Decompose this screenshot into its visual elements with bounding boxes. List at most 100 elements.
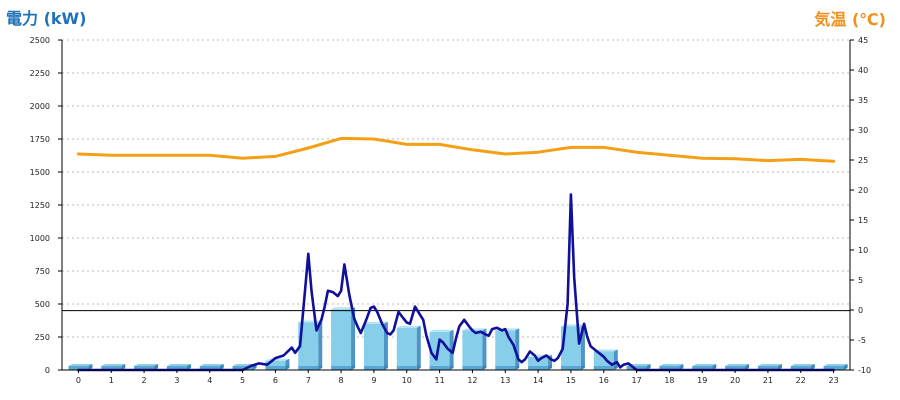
bar-base xyxy=(199,366,220,370)
power-bar-top xyxy=(396,325,421,328)
bar-base xyxy=(396,366,417,370)
power-line xyxy=(77,193,835,372)
right-tick-label: 0 xyxy=(858,306,863,315)
x-tick-label: 19 xyxy=(697,376,707,385)
bar-base xyxy=(166,366,187,370)
bar-base-side xyxy=(712,364,717,370)
bar-base-top xyxy=(101,364,126,366)
x-tick-label: 1 xyxy=(109,376,114,385)
bar-base-side xyxy=(154,364,159,370)
bar-base xyxy=(495,366,516,370)
bar-base xyxy=(232,366,253,370)
x-tick-label: 15 xyxy=(566,376,576,385)
right-tick-label: 10 xyxy=(858,246,868,255)
bar-base xyxy=(331,366,352,370)
left-tick-label: 2000 xyxy=(30,102,50,111)
bar-base xyxy=(659,366,680,370)
x-tick-label: 2 xyxy=(142,376,147,385)
left-tick-label: 250 xyxy=(35,333,50,342)
x-tick-label: 5 xyxy=(240,376,245,385)
x-tick-label: 7 xyxy=(306,376,311,385)
power-bar-top xyxy=(265,358,290,361)
bar-base xyxy=(101,366,122,370)
x-tick-label: 14 xyxy=(533,376,543,385)
power-bar-side xyxy=(351,307,356,366)
left-tick-label: 1750 xyxy=(30,135,50,144)
right-tick-label: 30 xyxy=(858,126,868,135)
power-bar-top xyxy=(331,307,356,310)
right-tick-label: 5 xyxy=(858,276,863,285)
power-bar-side xyxy=(449,329,454,366)
bar-base-top xyxy=(659,364,684,366)
bar-base-top xyxy=(692,364,717,366)
left-tick-label: 1000 xyxy=(30,234,50,243)
bar-base xyxy=(790,366,811,370)
left-tick-label: 1500 xyxy=(30,168,50,177)
x-tick-label: 13 xyxy=(500,376,510,385)
x-tick-label: 10 xyxy=(402,376,412,385)
power-bar-top xyxy=(593,349,618,352)
bar-base-top xyxy=(725,364,750,366)
x-tick-label: 8 xyxy=(339,376,344,385)
right-tick-label: -5 xyxy=(858,336,866,345)
bar-base xyxy=(298,366,319,370)
bar-base-side xyxy=(88,364,93,370)
bar-layer xyxy=(68,307,848,370)
bar-base xyxy=(725,366,746,370)
bar-base-top xyxy=(68,364,93,366)
bar-base xyxy=(429,366,450,370)
power-bar-side xyxy=(318,320,323,366)
bar-base xyxy=(68,366,89,370)
right-tick-label: 25 xyxy=(858,156,868,165)
x-tick-label: 12 xyxy=(467,376,477,385)
temperature-line xyxy=(76,136,836,163)
left-tick-label: 2500 xyxy=(30,36,50,45)
x-tick-label: 16 xyxy=(599,376,609,385)
power-bar xyxy=(298,322,319,366)
bar-base xyxy=(528,366,549,370)
bar-base-top xyxy=(790,364,815,366)
left-tick-label: 1250 xyxy=(30,201,50,210)
bar-base-side xyxy=(810,364,815,370)
left-tick-label: 500 xyxy=(35,300,50,309)
x-tick-label: 6 xyxy=(273,376,278,385)
power-bar xyxy=(265,360,286,366)
bar-base xyxy=(692,366,713,370)
right-tick-label: 40 xyxy=(858,66,868,75)
x-tick-label: 18 xyxy=(664,376,674,385)
right-axis-title: 気温 (℃) xyxy=(814,10,886,29)
bar-base xyxy=(462,366,483,370)
bar-base-side xyxy=(186,364,191,370)
right-tick-label: -10 xyxy=(858,366,871,375)
left-tick-label: 0 xyxy=(45,366,50,375)
right-tick-label: 35 xyxy=(858,96,868,105)
bar-base-side xyxy=(777,364,782,370)
x-tick-label: 3 xyxy=(174,376,179,385)
bar-base-top xyxy=(757,364,782,366)
power-bar-top xyxy=(363,321,388,324)
bar-base xyxy=(593,366,614,370)
power-bar xyxy=(462,330,483,366)
x-tick-label: 11 xyxy=(434,376,444,385)
bar-base xyxy=(560,366,581,370)
bar-base xyxy=(626,366,647,370)
bar-base-side xyxy=(646,364,651,370)
x-tick-label: 22 xyxy=(796,376,806,385)
x-tick-label: 21 xyxy=(763,376,773,385)
x-tick-label: 17 xyxy=(631,376,641,385)
power-bar xyxy=(396,327,417,366)
power-bar xyxy=(560,326,581,366)
right-tick-label: 15 xyxy=(858,216,868,225)
right-tick-label: 20 xyxy=(858,186,868,195)
right-tick-label: 45 xyxy=(858,36,868,45)
bar-base-side xyxy=(843,364,848,370)
x-tick-label: 4 xyxy=(207,376,212,385)
power-bar xyxy=(331,309,352,366)
power-bar-side xyxy=(285,358,290,366)
power-bar-side xyxy=(482,328,487,366)
power-bar xyxy=(495,330,516,366)
power-bar-top xyxy=(429,329,454,332)
bar-base-side xyxy=(121,364,126,370)
bar-base xyxy=(363,366,384,370)
power-bar-top xyxy=(462,328,487,331)
